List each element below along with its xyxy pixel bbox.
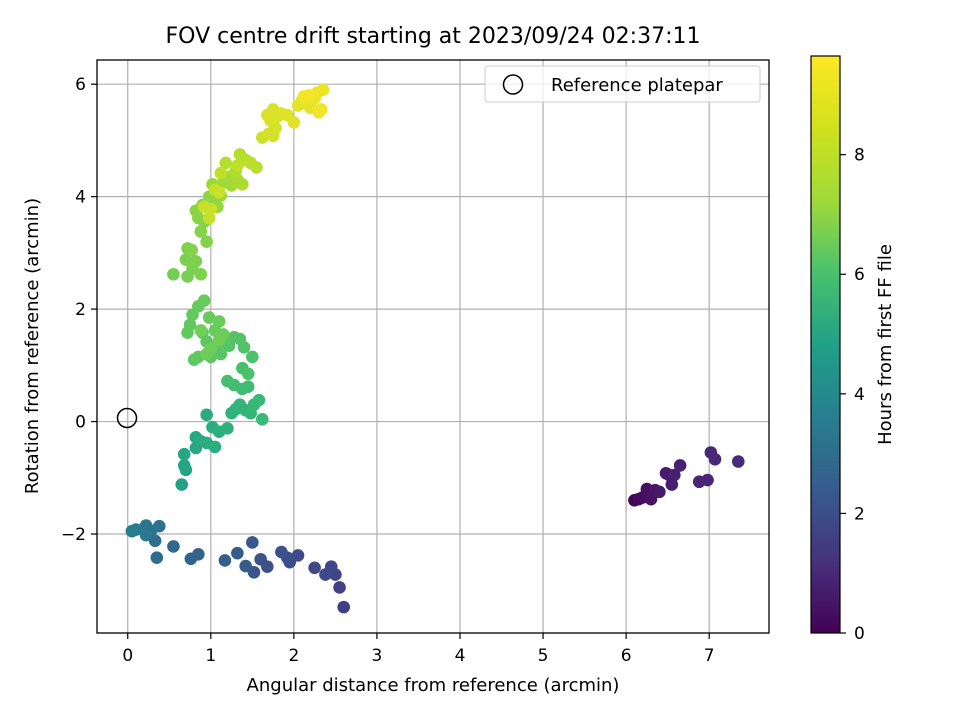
- data-point: [175, 478, 189, 491]
- data-point: [214, 166, 228, 180]
- colorbar-label: Hours from first FF file: [875, 244, 896, 445]
- data-point: [208, 440, 222, 454]
- data-point: [246, 350, 259, 364]
- data-point: [194, 225, 208, 238]
- data-point: [200, 347, 213, 361]
- y-tick-label: 6: [75, 75, 86, 95]
- x-tick-label: 7: [704, 646, 715, 666]
- legend-label: Reference platepar: [551, 75, 723, 96]
- plot-frame: [96, 59, 770, 634]
- data-point: [219, 156, 233, 170]
- x-tick-label: 6: [621, 646, 632, 666]
- data-point: [212, 315, 226, 328]
- colorbar-tick-label: 0: [854, 624, 865, 644]
- data-point: [189, 255, 203, 268]
- x-axis-ticks: 0 1 2 3 4 5 6 7: [122, 633, 715, 666]
- data-point: [701, 473, 714, 487]
- y-tick-label: 4: [75, 188, 86, 208]
- x-tick-label: 4: [455, 646, 466, 666]
- data-point: [653, 485, 666, 499]
- data-points: [125, 83, 745, 614]
- x-tick-label: 0: [122, 646, 133, 666]
- x-tick-label: 3: [372, 646, 383, 666]
- data-point: [337, 600, 351, 614]
- data-point: [308, 561, 321, 575]
- y-tick-label: 0: [75, 413, 86, 433]
- data-point: [212, 333, 226, 347]
- data-point: [314, 103, 328, 116]
- data-point: [236, 177, 249, 191]
- colorbar-gradient: [810, 55, 841, 634]
- colorbar: 0 2 4 6 8 Hours from first FF file: [810, 55, 896, 644]
- reference-marker: [116, 407, 138, 429]
- data-point: [665, 478, 679, 491]
- colorbar-tick-label: 2: [854, 504, 865, 524]
- data-point: [287, 116, 301, 129]
- data-point: [179, 253, 193, 266]
- data-point: [148, 534, 162, 548]
- data-point: [187, 353, 201, 367]
- data-point: [221, 422, 234, 435]
- y-axis-ticks: −2 0 2 4 6: [61, 75, 97, 545]
- data-point: [241, 367, 255, 381]
- y-tick-label: −2: [61, 525, 86, 545]
- colorbar-tick-label: 8: [854, 146, 865, 166]
- data-point: [204, 202, 218, 216]
- x-axis-label: Angular distance from reference (arcmin): [247, 675, 620, 696]
- data-point: [673, 459, 687, 472]
- data-point: [167, 267, 180, 281]
- data-point: [194, 324, 208, 337]
- y-axis-label: Rotation from reference (arcmin): [22, 198, 43, 494]
- data-point: [246, 536, 259, 549]
- data-point: [194, 267, 208, 281]
- data-point: [239, 559, 252, 573]
- x-tick-label: 2: [288, 646, 299, 666]
- data-point: [302, 89, 316, 102]
- data-point: [125, 524, 139, 538]
- data-point: [177, 447, 191, 461]
- data-point: [150, 551, 164, 564]
- data-point: [221, 374, 234, 388]
- data-point: [231, 546, 244, 560]
- colorbar-tick-label: 6: [854, 265, 865, 285]
- data-point: [139, 528, 153, 542]
- data-point: [231, 159, 244, 173]
- data-point: [316, 83, 330, 97]
- colorbar-ticks: 0 2 4 6 8: [840, 146, 865, 644]
- data-point: [708, 452, 722, 466]
- chart-title: FOV centre drift starting at 2023/09/24 …: [166, 24, 701, 49]
- data-point: [668, 468, 681, 482]
- data-point: [139, 519, 153, 532]
- legend-box: [484, 65, 761, 103]
- data-point: [202, 311, 216, 324]
- data-point: [197, 294, 211, 307]
- x-tick-label: 5: [538, 646, 549, 666]
- data-point: [167, 540, 180, 553]
- data-point: [252, 393, 266, 407]
- data-point: [181, 326, 194, 340]
- data-point: [731, 455, 745, 468]
- data-point: [179, 463, 193, 477]
- x-tick-label: 1: [205, 646, 216, 666]
- data-point: [254, 553, 267, 566]
- data-point: [275, 545, 288, 559]
- data-point: [218, 554, 232, 567]
- data-point: [184, 552, 198, 566]
- y-tick-label: 2: [75, 300, 86, 320]
- data-point: [200, 235, 213, 248]
- data-point: [185, 243, 198, 257]
- data-point: [212, 185, 226, 199]
- data-point: [256, 413, 269, 426]
- grid: [97, 60, 769, 633]
- data-point: [244, 156, 257, 170]
- legend-marker-icon: [502, 74, 524, 95]
- data-point: [200, 408, 213, 422]
- data-point: [319, 568, 332, 581]
- legend: Reference platepar: [484, 65, 761, 103]
- colorbar-tick-label: 4: [854, 385, 865, 405]
- data-point: [333, 581, 346, 594]
